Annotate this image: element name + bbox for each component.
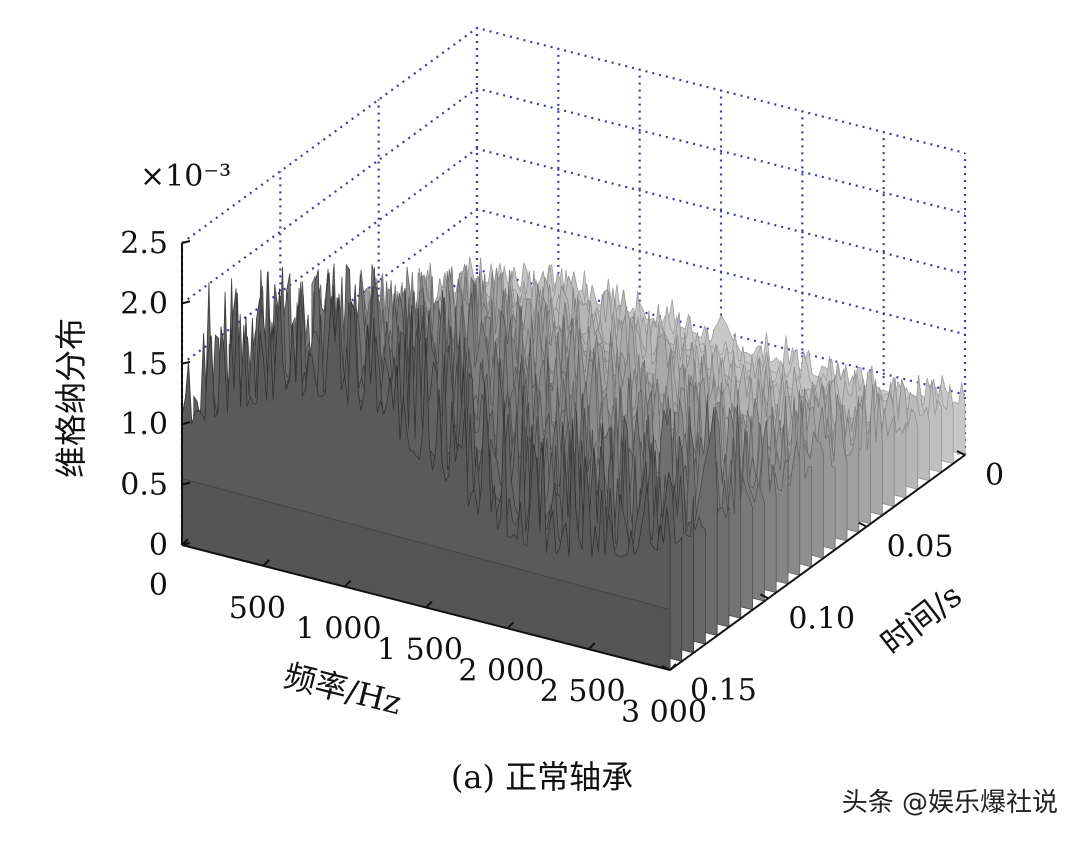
grid-z-line-3: [181, 147, 966, 365]
x-tick-mark-6: [669, 663, 677, 671]
x-tick-label-4: 2 000: [458, 653, 544, 688]
x-tick-label-2: 1 000: [296, 612, 382, 647]
z-axis-label: 维格纳分布: [52, 318, 90, 478]
y-tick-mark-1: [858, 521, 868, 528]
z-tick-label-3: 1.5: [120, 347, 168, 382]
y-tick-label-0: 0: [985, 458, 1004, 493]
y-tick-label-3: 0.15: [690, 673, 757, 708]
z-tick-mark-2: [181, 421, 191, 426]
z-tick-mark-1: [181, 481, 191, 486]
z-tick-mark-4: [181, 300, 191, 305]
grid-z-line-5: [181, 26, 966, 244]
grid-z-line-4: [181, 87, 966, 305]
x-tick-label-1: 500: [229, 591, 286, 626]
y-tick-mark-0: [956, 450, 966, 456]
x-tick-mark-1: [262, 559, 271, 567]
y-tick-label-2: 0.10: [788, 601, 855, 636]
x-tick-label-3: 1 500: [377, 633, 463, 668]
x-tick-mark-0: [181, 538, 189, 546]
x-tick-mark-5: [587, 642, 596, 650]
z-tick-mark-5: [181, 240, 191, 244]
y-tick-mark-2: [759, 593, 769, 600]
z-tick-label-1: 0.5: [120, 468, 168, 503]
z-tick-label-2: 1.0: [120, 407, 168, 442]
x-tick-mark-3: [425, 600, 433, 609]
x-tick-label-0: 0: [149, 568, 168, 603]
surface-layer: [181, 256, 966, 671]
y-axis-line: [669, 454, 966, 671]
z-multiplier-label: ×10⁻³: [140, 159, 231, 194]
x-tick-label-6: 3 000: [621, 695, 707, 730]
figure-caption: (a) 正常轴承: [450, 758, 634, 796]
z-tick-label-4: 2.0: [120, 286, 168, 321]
y-axis-label: 时间/s: [874, 576, 969, 662]
grid-z-line-1: [181, 268, 966, 486]
y-tick-mark-3: [661, 665, 671, 671]
z-tick-mark-3: [181, 360, 191, 365]
x-tick-mark-4: [506, 621, 515, 630]
z-tick-label-0: 0: [149, 528, 168, 563]
x-tick-mark-2: [343, 579, 352, 588]
y-tick-label-1: 0.05: [887, 530, 954, 565]
z-tick-label-5: 2.5: [120, 226, 168, 261]
x-tick-label-5: 2 500: [540, 674, 626, 709]
watermark: 头条 @娱乐爆社说: [841, 788, 1058, 818]
